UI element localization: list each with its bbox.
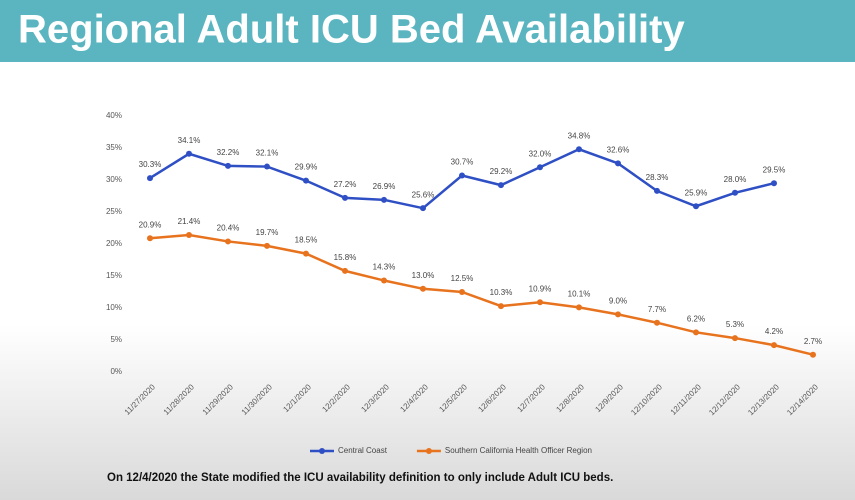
data-label: 28.3%: [646, 173, 669, 182]
series-line: [149, 233, 814, 356]
data-point: [420, 205, 426, 212]
y-tick-label: 15%: [106, 271, 122, 280]
data-label: 25.9%: [685, 188, 708, 197]
data-point: [186, 232, 192, 239]
data-point: [264, 242, 270, 249]
data-point: [654, 319, 660, 326]
data-label: 15.8%: [334, 253, 357, 262]
data-point: [498, 303, 504, 310]
data-label: 9.0%: [609, 297, 627, 306]
data-point: [576, 146, 582, 153]
data-label: 5.3%: [726, 320, 744, 329]
data-label: 34.8%: [568, 131, 591, 140]
data-label: 13.0%: [412, 271, 435, 280]
y-tick-label: 10%: [106, 303, 122, 312]
data-point: [225, 162, 231, 169]
legend-marker: [425, 448, 432, 454]
legend-label: Central Coast: [338, 446, 388, 455]
data-point: [459, 289, 465, 295]
data-point: [381, 277, 387, 284]
data-label: 26.9%: [373, 182, 396, 191]
data-point: [420, 285, 426, 292]
data-label: 20.9%: [139, 220, 162, 229]
header-band: [0, 0, 855, 62]
data-point: [693, 329, 699, 336]
data-point: [693, 203, 699, 210]
data-label: 30.7%: [451, 158, 474, 167]
data-label: 32.1%: [256, 149, 279, 158]
data-point: [537, 164, 543, 171]
data-label: 21.4%: [178, 217, 201, 226]
data-label: 32.0%: [529, 149, 552, 158]
data-label: 2.7%: [804, 337, 822, 346]
data-point: [654, 187, 660, 194]
y-tick-label: 30%: [106, 175, 122, 184]
footnote: On 12/4/2020 the State modified the ICU …: [107, 472, 613, 484]
data-label: 34.1%: [178, 136, 201, 145]
data-point: [615, 160, 621, 167]
data-point: [576, 304, 582, 311]
y-tick-label: 0%: [110, 367, 122, 376]
data-label: 27.2%: [334, 180, 357, 189]
data-point: [498, 182, 504, 189]
data-label: 32.6%: [607, 145, 630, 154]
y-tick-label: 20%: [106, 239, 122, 248]
data-label: 20.4%: [217, 224, 240, 233]
data-point: [615, 311, 621, 318]
data-point: [186, 150, 192, 157]
legend-marker: [319, 448, 325, 454]
data-label: 30.3%: [139, 160, 162, 169]
data-label: 18.5%: [295, 236, 318, 245]
data-point: [342, 267, 348, 274]
data-label: 29.9%: [295, 163, 318, 172]
y-tick-label: 5%: [110, 335, 122, 344]
y-tick-label: 40%: [106, 111, 122, 120]
data-label: 7.7%: [648, 305, 666, 314]
data-point: [732, 335, 738, 342]
data-point: [303, 177, 309, 184]
data-label: 10.1%: [568, 289, 591, 298]
data-label: 12.5%: [451, 274, 474, 283]
data-label: 32.2%: [217, 148, 240, 157]
data-label: 10.9%: [529, 284, 552, 293]
data-point: [147, 175, 153, 182]
data-label: 19.7%: [256, 228, 279, 237]
data-point: [225, 238, 231, 245]
data-point: [537, 299, 543, 306]
data-point: [459, 172, 465, 179]
data-label: 29.5%: [763, 165, 786, 174]
data-label: 6.2%: [687, 314, 705, 323]
data-label: 14.3%: [373, 263, 396, 272]
data-point: [381, 196, 387, 203]
data-point: [147, 235, 153, 242]
data-point: [732, 189, 738, 196]
legend-label: Southern California Health Officer Regio…: [445, 446, 592, 455]
data-point: [771, 342, 777, 349]
data-point: [303, 250, 309, 257]
data-label: 4.2%: [765, 327, 783, 336]
data-point: [810, 351, 816, 358]
data-point: [264, 163, 270, 170]
y-tick-label: 35%: [106, 143, 122, 152]
data-label: 10.3%: [490, 288, 513, 297]
data-label: 25.6%: [412, 190, 435, 199]
chart-title: Regional Adult ICU Bed Availability: [18, 8, 685, 52]
data-label: 28.0%: [724, 175, 747, 184]
data-point: [771, 180, 777, 187]
y-tick-label: 25%: [106, 207, 122, 216]
data-label: 29.2%: [490, 167, 513, 176]
data-point: [342, 194, 348, 201]
